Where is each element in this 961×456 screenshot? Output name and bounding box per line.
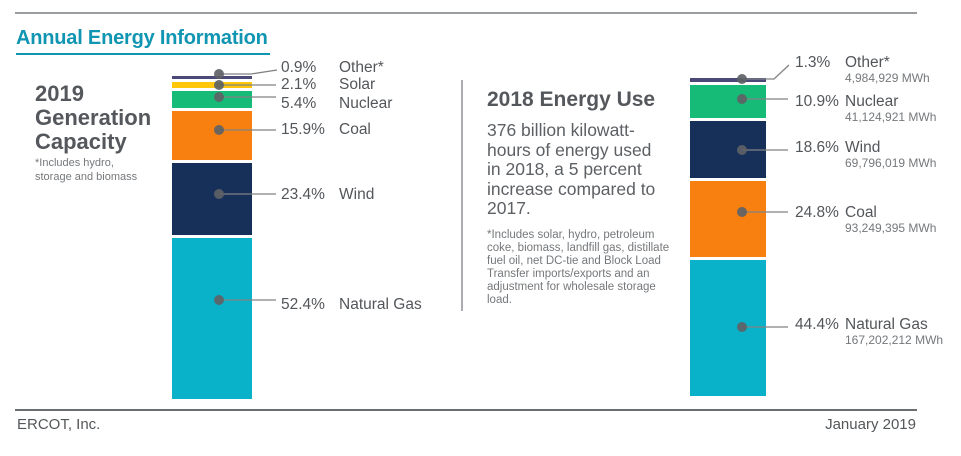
segment-percent: 1.3% (795, 54, 831, 71)
segment-label-solar: 2.1% Solar (281, 77, 375, 93)
segment-percent: 23.4% (281, 186, 325, 203)
segment-mwh-value: 93,249,395 MWh (845, 221, 937, 235)
segment-name: Natural Gas 167,202,212 MWh (845, 316, 944, 348)
segment-label-other: 0.9% Other* (281, 60, 384, 76)
page-title: Annual Energy Information (16, 27, 268, 49)
bar-segment-wind (172, 163, 252, 235)
segment-percent: 2.1% (281, 76, 317, 93)
segment-name: Other* 4,984,929 MWh (845, 54, 930, 86)
bar-segment-wind (690, 121, 766, 178)
bar-segment-other (172, 76, 252, 79)
segment-name: Wind (339, 186, 375, 203)
bar-segment-coal (690, 181, 766, 257)
segment-percent: 52.4% (281, 296, 325, 313)
segment-percent: 44.4% (795, 316, 839, 333)
segment-percent: 24.8% (795, 204, 839, 221)
segment-label-wind: 18.6% Wind 69,796,019 MWh (795, 140, 936, 171)
segment-label-other: 1.3% Other* 4,984,929 MWh (795, 55, 930, 86)
segment-percent: 5.4% (281, 95, 317, 112)
segment-percent: 10.9% (795, 93, 839, 110)
segment-percent: 15.9% (281, 121, 325, 138)
segment-label-natural-gas: 52.4% Natural Gas (281, 297, 422, 313)
footer-company: ERCOT, Inc. (17, 416, 101, 433)
segment-name: Solar (339, 76, 376, 93)
bar-segment-nuclear (172, 91, 252, 108)
segment-name: Nuclear 41,124,921 MWh (845, 93, 937, 125)
bar-segment-other (690, 78, 766, 82)
leader-line-other (742, 64, 790, 80)
segment-name: Other* (339, 59, 384, 76)
segment-name: Wind 69,796,019 MWh (845, 139, 937, 171)
segment-label-nuclear: 10.9% Nuclear 41,124,921 MWh (795, 94, 936, 125)
title-underline (16, 53, 270, 55)
segment-mwh-value: 69,796,019 MWh (845, 156, 937, 170)
segment-mwh-value: 41,124,921 MWh (845, 110, 937, 124)
segment-name: Coal 93,249,395 MWh (845, 204, 937, 236)
energy-use-text-block: 2018 Energy Use 376 billion kilowatt-hou… (487, 88, 679, 307)
energy-use-title: 2018 Energy Use (487, 88, 656, 111)
segment-name: Natural Gas (339, 296, 422, 313)
segment-percent: 18.6% (795, 139, 839, 156)
footer-rule (15, 409, 917, 411)
segment-name: Coal (339, 121, 371, 138)
segment-percent: 0.9% (281, 59, 317, 76)
bar-segment-nuclear (690, 85, 766, 118)
bar-segment-natural-gas (172, 238, 252, 399)
generation-capacity-title: 2019 Generation Capacity (35, 81, 152, 154)
segment-mwh-value: 4,984,929 MWh (845, 71, 930, 85)
leader-line-other (219, 69, 278, 75)
segment-mwh-value: 167,202,212 MWh (845, 333, 944, 347)
footer-date: January 2019 (825, 416, 916, 433)
generation-capacity-footnote: *Includes hydro, storage and biomass (35, 157, 138, 183)
segment-label-nuclear: 5.4% Nuclear (281, 96, 392, 112)
segment-label-wind: 23.4% Wind (281, 187, 374, 203)
segment-label-natural-gas: 44.4% Natural Gas 167,202,212 MWh (795, 317, 943, 348)
energy-use-footnote: *Includes solar, hydro, petroleum coke, … (487, 228, 670, 306)
segment-name: Nuclear (339, 95, 393, 112)
bar-segment-coal (172, 111, 252, 160)
segment-label-coal: 15.9% Coal (281, 122, 371, 138)
segment-label-coal: 24.8% Coal 93,249,395 MWh (795, 205, 936, 236)
energy-use-description: 376 billion kilowatt-hours of energy use… (487, 120, 656, 218)
bar-segment-solar (172, 82, 252, 88)
vertical-divider (461, 80, 463, 311)
bar-segment-natural-gas (690, 260, 766, 396)
top-rule (15, 12, 917, 14)
